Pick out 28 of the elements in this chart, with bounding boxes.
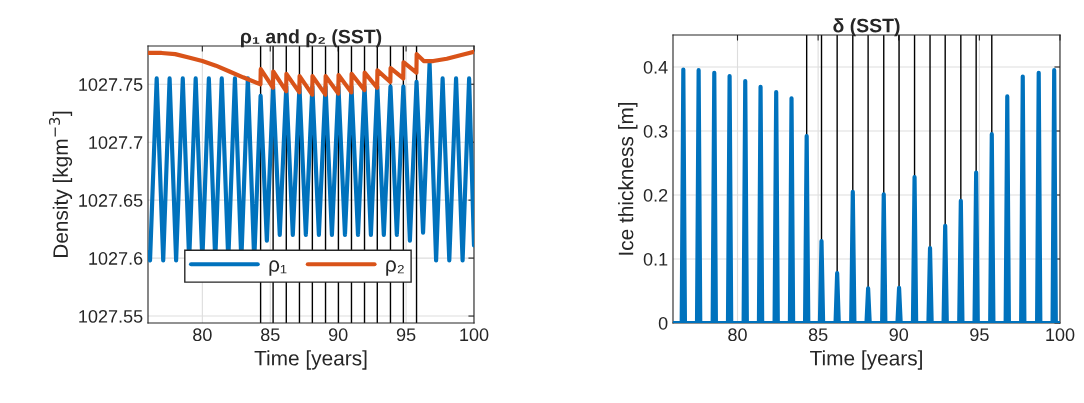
x-axis-title: Time [years] [810,350,922,370]
x-axis-title: Time [years] [254,350,367,370]
x-tick-label: 90 [328,328,348,342]
legend-label: ρ₁ [269,260,287,276]
y-tick-label: 1027.6 [89,252,143,265]
x-tick-label: 90 [889,328,909,342]
x-tick-label: 80 [728,328,747,342]
y-axis-title: Density [kgm$^{−3}$] [48,111,73,258]
legend-label: ρ₂ [386,260,404,276]
y-tick-label: 0.1 [643,252,668,266]
chart-title: δ (SST) [833,18,900,37]
y-tick-label: 0.4 [643,60,668,74]
y-tick-label: 1027.65 [79,194,143,207]
x-tick-label: 80 [193,328,212,342]
x-tick-label: 100 [460,328,489,342]
chart-title: ρ₁ and ρ₂ (SST) [241,29,382,48]
x-tick-label: 95 [970,328,989,342]
y-tick-label: 0.3 [643,124,668,138]
y-tick-label: 0.2 [643,188,668,202]
y-tick-label: 1027.7 [89,136,143,149]
y-tick-label: 1027.55 [79,309,143,323]
x-tick-label: 100 [1046,328,1075,342]
y-axis-title: Ice thickness [m] [618,102,638,255]
y-tick-label: 0 [658,316,668,330]
x-tick-label: 85 [260,328,280,342]
x-tick-label: 85 [808,328,828,342]
y-tick-label: 1027.75 [79,78,143,91]
x-tick-label: 95 [396,328,416,342]
